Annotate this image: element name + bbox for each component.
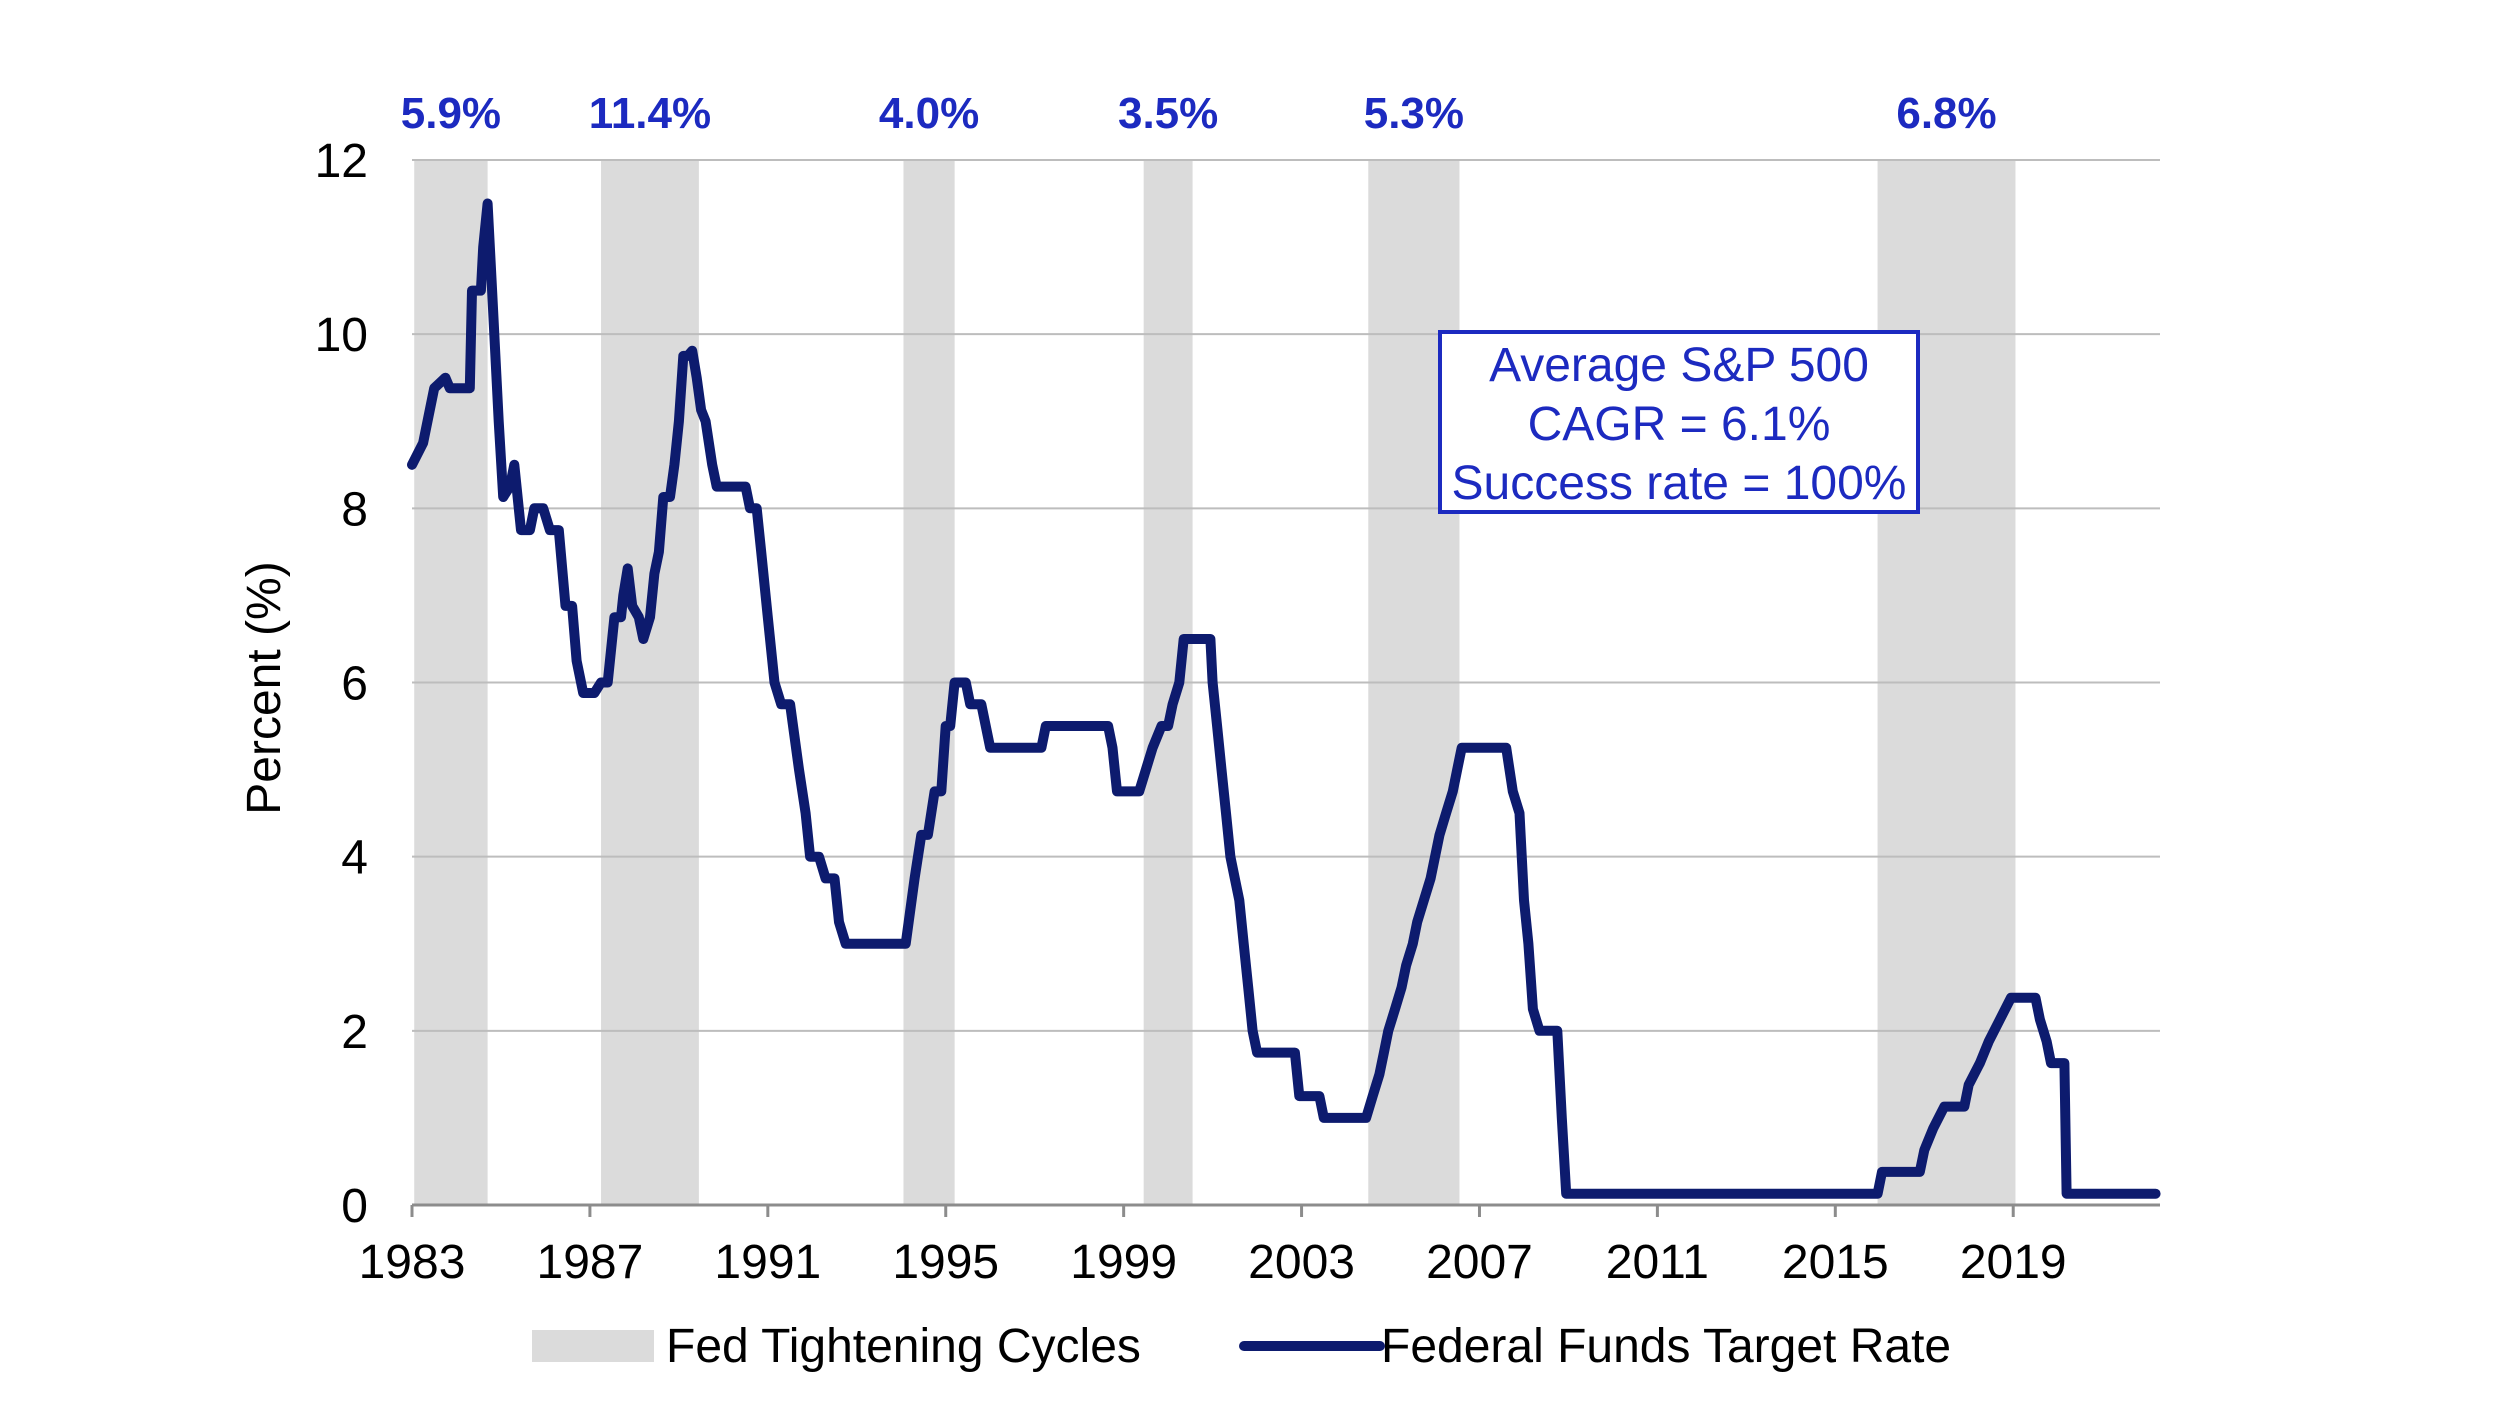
x-axis-ticks: 1983 1987 1991 1995 1999 2003 2007 2011 2015 2019 <box>359 1205 2067 1289</box>
y-tick-label-12: 12 <box>315 135 368 188</box>
annotation-line-2: CAGR = 6.1% <box>1528 398 1831 451</box>
series-line-federal-funds-rate <box>407 198 2161 1199</box>
cycle-labels: 5.9% 11.4% 4.0% 3.5% 5.3% 6.8% <box>401 89 1997 138</box>
x-tick-label-2015: 2015 <box>1782 1236 1889 1289</box>
y-axis-ticks: 0 2 4 6 8 10 12 <box>315 135 368 1233</box>
x-tick-label-1987: 1987 <box>537 1236 644 1289</box>
x-tick-label-2011: 2011 <box>1606 1236 1709 1289</box>
annotation-frame <box>1438 330 1920 514</box>
y-axis-title: Percent (%) <box>238 561 291 814</box>
legend: Fed Tightening Cycles Federal Funds Targ… <box>532 1320 1951 1373</box>
x-tick-label-1999: 1999 <box>1070 1236 1177 1289</box>
annotation-line-1: Average S&P 500 <box>1489 339 1869 392</box>
x-tick-label-1991: 1991 <box>714 1236 821 1289</box>
annotation-line-3: Success rate = 100% <box>1452 457 1907 510</box>
cycle-label-3: 4.0% <box>879 89 979 138</box>
y-tick-label-2: 2 <box>341 1006 368 1059</box>
x-tick-label-2019: 2019 <box>1960 1236 2067 1289</box>
x-tick-label-2003: 2003 <box>1248 1236 1355 1289</box>
cycle-label-5: 5.3% <box>1364 89 1464 138</box>
y-tick-label-6: 6 <box>341 658 368 711</box>
cycle-label-1: 5.9% <box>401 89 501 138</box>
y-tick-label-10: 10 <box>315 309 368 362</box>
x-tick-label-1995: 1995 <box>892 1236 999 1289</box>
y-tick-label-4: 4 <box>341 832 368 885</box>
cycle-label-6: 6.8% <box>1896 89 1996 138</box>
y-tick-label-0: 0 <box>341 1180 368 1233</box>
annotation-box: Average S&P 500 CAGR = 6.1% Success rate… <box>1438 330 1920 514</box>
cycle-label-2: 11.4% <box>589 89 711 138</box>
legend-label-line: Federal Funds Target Rate <box>1381 1320 1951 1373</box>
legend-swatch-bands <box>532 1330 654 1362</box>
x-tick-label-1983: 1983 <box>359 1236 466 1289</box>
x-tick-label-2007: 2007 <box>1426 1236 1533 1289</box>
y-tick-label-8: 8 <box>341 483 368 536</box>
series-layer <box>407 198 2161 1199</box>
legend-label-bands: Fed Tightening Cycles <box>666 1320 1141 1373</box>
cycle-label-4: 3.5% <box>1118 89 1218 138</box>
